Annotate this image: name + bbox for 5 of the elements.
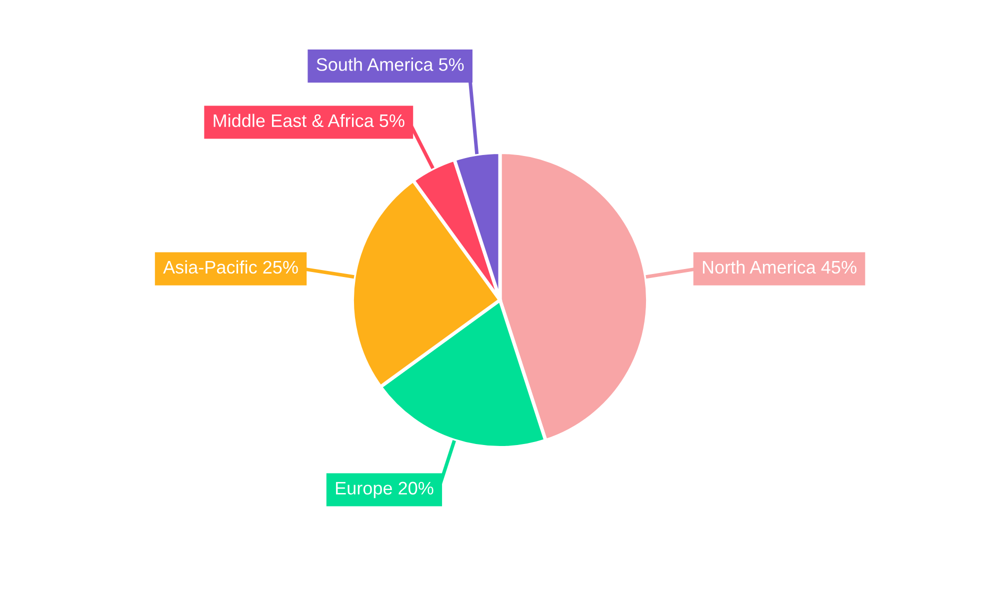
slice-label: Europe 20% [336, 482, 434, 498]
slice-label: North America 45% [702, 260, 856, 274]
slice-label: Middle East & Africa 5% [214, 114, 404, 128]
slice-label: Asia-Pacific 25% [163, 260, 298, 274]
slice-label: South America 5% [316, 58, 464, 71]
